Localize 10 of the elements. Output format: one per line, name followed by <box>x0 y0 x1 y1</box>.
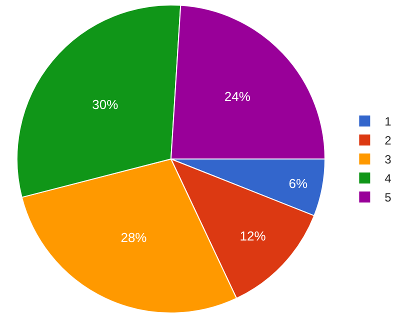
legend-label: 5 <box>384 190 392 205</box>
data-label: 6% <box>288 176 308 191</box>
data-label: 12% <box>240 228 266 244</box>
legend-label: 1 <box>384 114 392 129</box>
data-label: 28% <box>120 230 148 246</box>
legend-label: 2 <box>384 134 392 148</box>
legend-label: 3 <box>384 152 392 167</box>
data-label: 24% <box>224 88 251 104</box>
legend-label: 4 <box>384 172 392 186</box>
data-label: 30% <box>92 97 119 112</box>
